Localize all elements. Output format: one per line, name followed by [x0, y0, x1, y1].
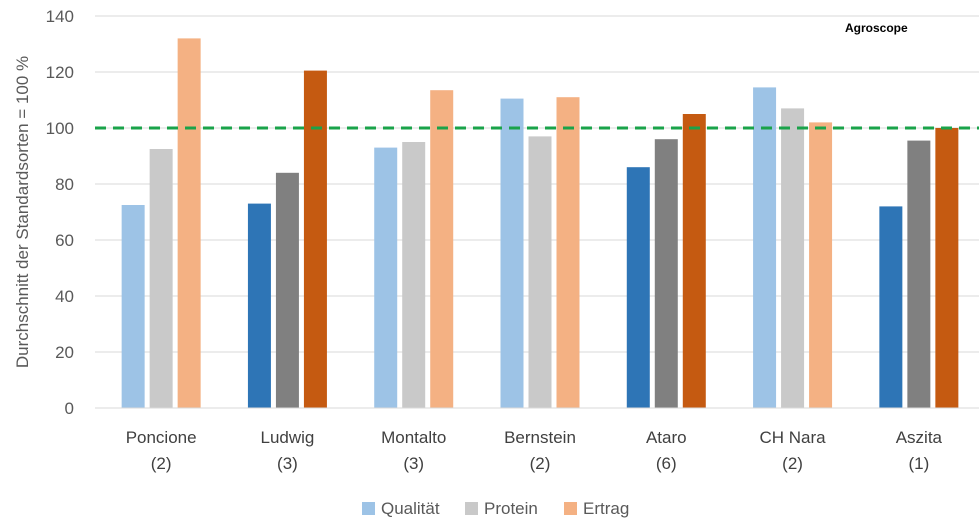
agroscope-logo-text: Agroscope: [845, 21, 908, 35]
bar: [935, 128, 959, 408]
bar: [402, 142, 426, 408]
x-category-label: Ataro: [646, 428, 687, 447]
bar: [626, 167, 650, 408]
bar: [149, 149, 173, 408]
x-axis-categories: Poncione (2) Ludwig (3) Montalto (3) Bernstein…: [126, 428, 943, 473]
legend-label: Ertrag: [583, 499, 629, 518]
x-category-count: (3): [277, 454, 298, 473]
bar: [682, 114, 706, 408]
legend-swatch: [465, 502, 478, 515]
x-category-count: (1): [908, 454, 929, 473]
bar: [121, 205, 145, 408]
bar: [556, 97, 580, 408]
x-category-count: (2): [530, 454, 551, 473]
bar: [247, 203, 271, 408]
x-category-label: Bernstein: [504, 428, 576, 447]
bar: [809, 122, 833, 409]
bars: [121, 38, 959, 409]
legend-swatch: [362, 502, 375, 515]
y-axis-ticks: 0 20 40 60 80 100 120 140: [46, 7, 74, 418]
y-tick-label: 80: [55, 175, 74, 194]
x-category-count: (6): [656, 454, 677, 473]
legend-label: Qualität: [381, 499, 440, 518]
bar: [654, 139, 678, 408]
bar: [430, 90, 454, 408]
y-tick-label: 140: [46, 7, 74, 26]
legend: Qualität Protein Ertrag: [362, 499, 629, 518]
y-tick-label: 60: [55, 231, 74, 250]
x-category-label: Aszita: [896, 428, 943, 447]
bar: [528, 136, 552, 408]
x-category-count: (3): [403, 454, 424, 473]
legend-label: Protein: [484, 499, 538, 518]
y-tick-label: 100: [46, 119, 74, 138]
x-category-label: Ludwig: [260, 428, 314, 447]
bar: [177, 38, 201, 409]
y-tick-label: 20: [55, 343, 74, 362]
y-tick-label: 0: [65, 399, 74, 418]
bar: [500, 98, 524, 408]
y-axis-label: Durchschnitt der Standardsorten = 100 %: [13, 56, 32, 368]
bar: [275, 172, 299, 408]
x-category-count: (2): [151, 454, 172, 473]
x-category-label: CH Nara: [760, 428, 827, 447]
bar: [781, 108, 805, 409]
bar: [374, 147, 398, 408]
x-category-label: Montalto: [381, 428, 446, 447]
bar: [303, 70, 327, 408]
x-category-label: Poncione: [126, 428, 197, 447]
bar: [753, 87, 777, 409]
x-category-count: (2): [782, 454, 803, 473]
legend-swatch: [564, 502, 577, 515]
bar: [879, 206, 903, 408]
y-tick-label: 40: [55, 287, 74, 306]
y-tick-label: 120: [46, 63, 74, 82]
bar: [907, 140, 931, 408]
